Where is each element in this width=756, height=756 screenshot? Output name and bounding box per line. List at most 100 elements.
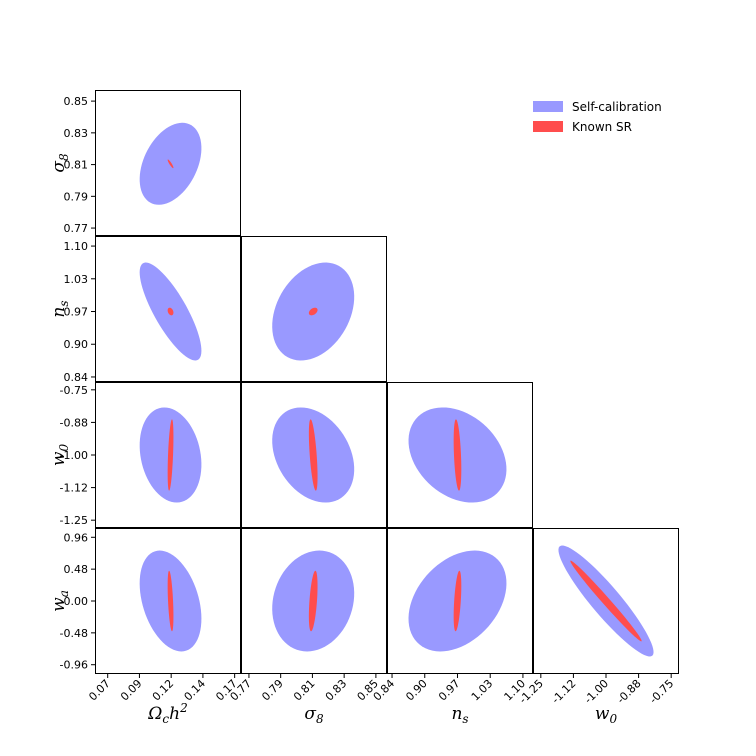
ellipse-known-sr-ns-w0 xyxy=(453,419,462,491)
panel-frame xyxy=(387,382,533,528)
panel-w0-vs-wa xyxy=(533,528,679,674)
panel-contours xyxy=(272,407,355,503)
axis-label-base: Ω xyxy=(147,704,162,724)
y-tick-label-ns: 0.97 xyxy=(64,306,89,319)
axis-label-base: n xyxy=(49,307,69,318)
panel-contours xyxy=(139,407,202,503)
panel-frame xyxy=(95,528,241,674)
legend-label-self-calibration: Self-calibration xyxy=(572,100,662,114)
panel-sigma8-vs-ns xyxy=(241,236,387,382)
axis-label-subscript: c xyxy=(162,712,169,726)
axis-label-w0: w0 xyxy=(49,444,71,467)
y-tick-label-sigma8: 0.85 xyxy=(64,95,89,108)
y-tick-label-sigma8: 0.81 xyxy=(64,159,89,172)
axis-label-base: n xyxy=(451,704,462,724)
y-tick-label-w0: -0.75 xyxy=(60,384,88,397)
x-tick-label-omch2: 0.12 xyxy=(150,677,177,704)
axis-label-base: w xyxy=(595,704,610,724)
y-tick-label-wa: -0.96 xyxy=(60,659,88,672)
axis-label-w0: w0 xyxy=(595,704,618,726)
y-tick-label-w0: -1.00 xyxy=(60,449,88,462)
y-tick-label-sigma8: 0.79 xyxy=(64,190,89,203)
x-tick-label-ns: 1.03 xyxy=(469,677,496,704)
panel-contours xyxy=(272,550,355,652)
axis-label-base: σ xyxy=(304,704,316,724)
x-tick-label-w0: -0.88 xyxy=(614,677,643,706)
panel-contours xyxy=(139,262,202,361)
x-tick-label-w0: -1.12 xyxy=(549,677,578,706)
x-tick-label-ns: 0.97 xyxy=(436,677,463,704)
y-tick-label-wa: 0.00 xyxy=(64,595,89,608)
x-tick-label-w0: -0.75 xyxy=(647,677,676,706)
y-tick-label-wa: 0.96 xyxy=(64,531,89,544)
panel-omch2-vs-sigma8 xyxy=(95,90,241,236)
panels-layer xyxy=(95,90,679,674)
y-tick-label-ns: 0.84 xyxy=(64,371,89,384)
panel-sigma8-vs-wa xyxy=(241,528,387,674)
ellipse-known-sr-ns-wa xyxy=(453,570,462,632)
panel-contours xyxy=(558,545,654,657)
axis-label-base: w xyxy=(49,451,69,466)
legend: Self-calibration Known SR xyxy=(533,100,662,134)
panel-frame xyxy=(241,236,387,382)
y-tick-label-ns: 0.90 xyxy=(64,338,89,351)
axis-label-sigma8: σ8 xyxy=(304,704,324,726)
x-tick-label-sigma8: 0.83 xyxy=(323,677,350,704)
axis-label-ns: ns xyxy=(49,300,71,317)
y-tick-label-ns: 1.03 xyxy=(64,273,89,286)
panel-sigma8-vs-w0 xyxy=(241,382,387,528)
panel-contours xyxy=(408,407,507,503)
panel-frame xyxy=(95,90,241,236)
panel-frame xyxy=(241,382,387,528)
x-tick-label-omch2: 0.09 xyxy=(118,677,145,704)
panel-frame xyxy=(533,528,679,674)
x-tick-label-ns: 0.90 xyxy=(403,677,430,704)
y-tick-label-w0: -1.12 xyxy=(60,482,88,495)
ellipse-known-sr-omch2-ns xyxy=(167,307,174,316)
axis-label-subscript: a xyxy=(57,590,71,597)
y-tick-label-wa: -0.48 xyxy=(60,627,88,640)
panel-contours xyxy=(139,122,202,205)
panel-ns-vs-w0 xyxy=(387,382,533,528)
ellipse-known-sr-sigma8-w0 xyxy=(308,419,318,491)
axis-label-sigma8: σ8 xyxy=(49,153,71,173)
panel-omch2-vs-ns xyxy=(95,236,241,382)
legend-label-known-sr: Known SR xyxy=(572,120,632,134)
axis-label-wa: wa xyxy=(49,590,71,612)
axis-label-ns: ns xyxy=(451,704,468,726)
panel-frame xyxy=(387,528,533,674)
y-tick-label-w0: -1.25 xyxy=(60,514,88,527)
axis-label-subscript: 8 xyxy=(57,153,71,161)
ellipse-known-sr-omch2-sigma8 xyxy=(167,159,174,169)
ellipse-known-sr-omch2-w0 xyxy=(167,419,174,491)
y-tick-label-ns: 1.10 xyxy=(64,240,89,253)
ellipse-known-sr-omch2-wa xyxy=(167,570,174,632)
panel-contours xyxy=(139,550,202,652)
y-tick-label-sigma8: 0.83 xyxy=(64,127,89,140)
axis-label-base: w xyxy=(49,597,69,612)
axis-label-subscript: s xyxy=(462,712,468,726)
axis-label-base: σ xyxy=(49,161,69,173)
ellipse-known-sr-sigma8-ns xyxy=(308,307,318,316)
axis-label-subscript: 8 xyxy=(316,712,324,726)
axis-label-superscript: 2 xyxy=(179,701,188,715)
axis-label-subscript: s xyxy=(57,300,71,306)
y-tick-label-w0: -0.88 xyxy=(60,416,88,429)
ellipse-known-sr-w0-wa xyxy=(570,560,642,642)
axis-label-subscript: 0 xyxy=(57,444,71,452)
panel-omch2-vs-wa xyxy=(95,528,241,674)
panel-omch2-vs-w0 xyxy=(95,382,241,528)
x-tick-label-w0: -1.00 xyxy=(582,677,611,706)
y-tick-label-sigma8: 0.77 xyxy=(64,222,89,235)
axis-label-subscript: 0 xyxy=(609,712,617,726)
legend-swatch-self-calibration xyxy=(533,101,563,112)
x-tick-label-omch2: 0.07 xyxy=(86,677,113,704)
y-tick-label-wa: 0.48 xyxy=(64,563,89,576)
ellipse-known-sr-sigma8-wa xyxy=(308,570,318,632)
panel-contours xyxy=(272,262,355,361)
axis-label-omch2: Ωch2 xyxy=(147,701,187,726)
panel-ns-vs-wa xyxy=(387,528,533,674)
panel-frame xyxy=(241,528,387,674)
panel-frame xyxy=(95,382,241,528)
